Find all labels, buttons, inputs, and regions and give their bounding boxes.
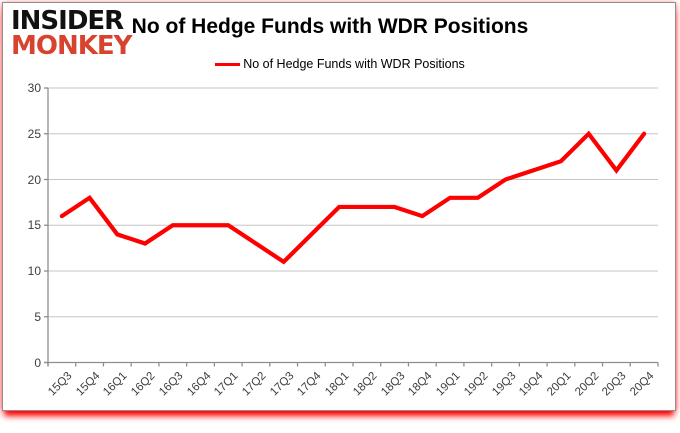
- insider-monkey-logo: INSIDER MONKEY: [11, 6, 132, 61]
- logo-text-insider: INSIDER: [11, 6, 124, 36]
- y-axis-label: 0: [34, 355, 41, 370]
- y-axis-label: 25: [27, 126, 41, 141]
- legend-label: No of Hedge Funds with WDR Positions: [243, 57, 465, 71]
- y-axis-label: 15: [27, 218, 41, 233]
- chart-title: No of Hedge Funds with WDR Positions: [131, 15, 529, 38]
- logo-text-monkey: MONKEY: [11, 31, 132, 61]
- y-axis-label: 10: [27, 264, 41, 278]
- legend-line-swatch: [215, 62, 241, 66]
- y-axis-label: 5: [34, 309, 41, 324]
- y-axis-label: 30: [27, 81, 41, 95]
- y-axis-label: 20: [27, 172, 41, 187]
- chart-legend: No of Hedge Funds with WDR Positions: [0, 57, 680, 71]
- series-line: [59, 130, 647, 265]
